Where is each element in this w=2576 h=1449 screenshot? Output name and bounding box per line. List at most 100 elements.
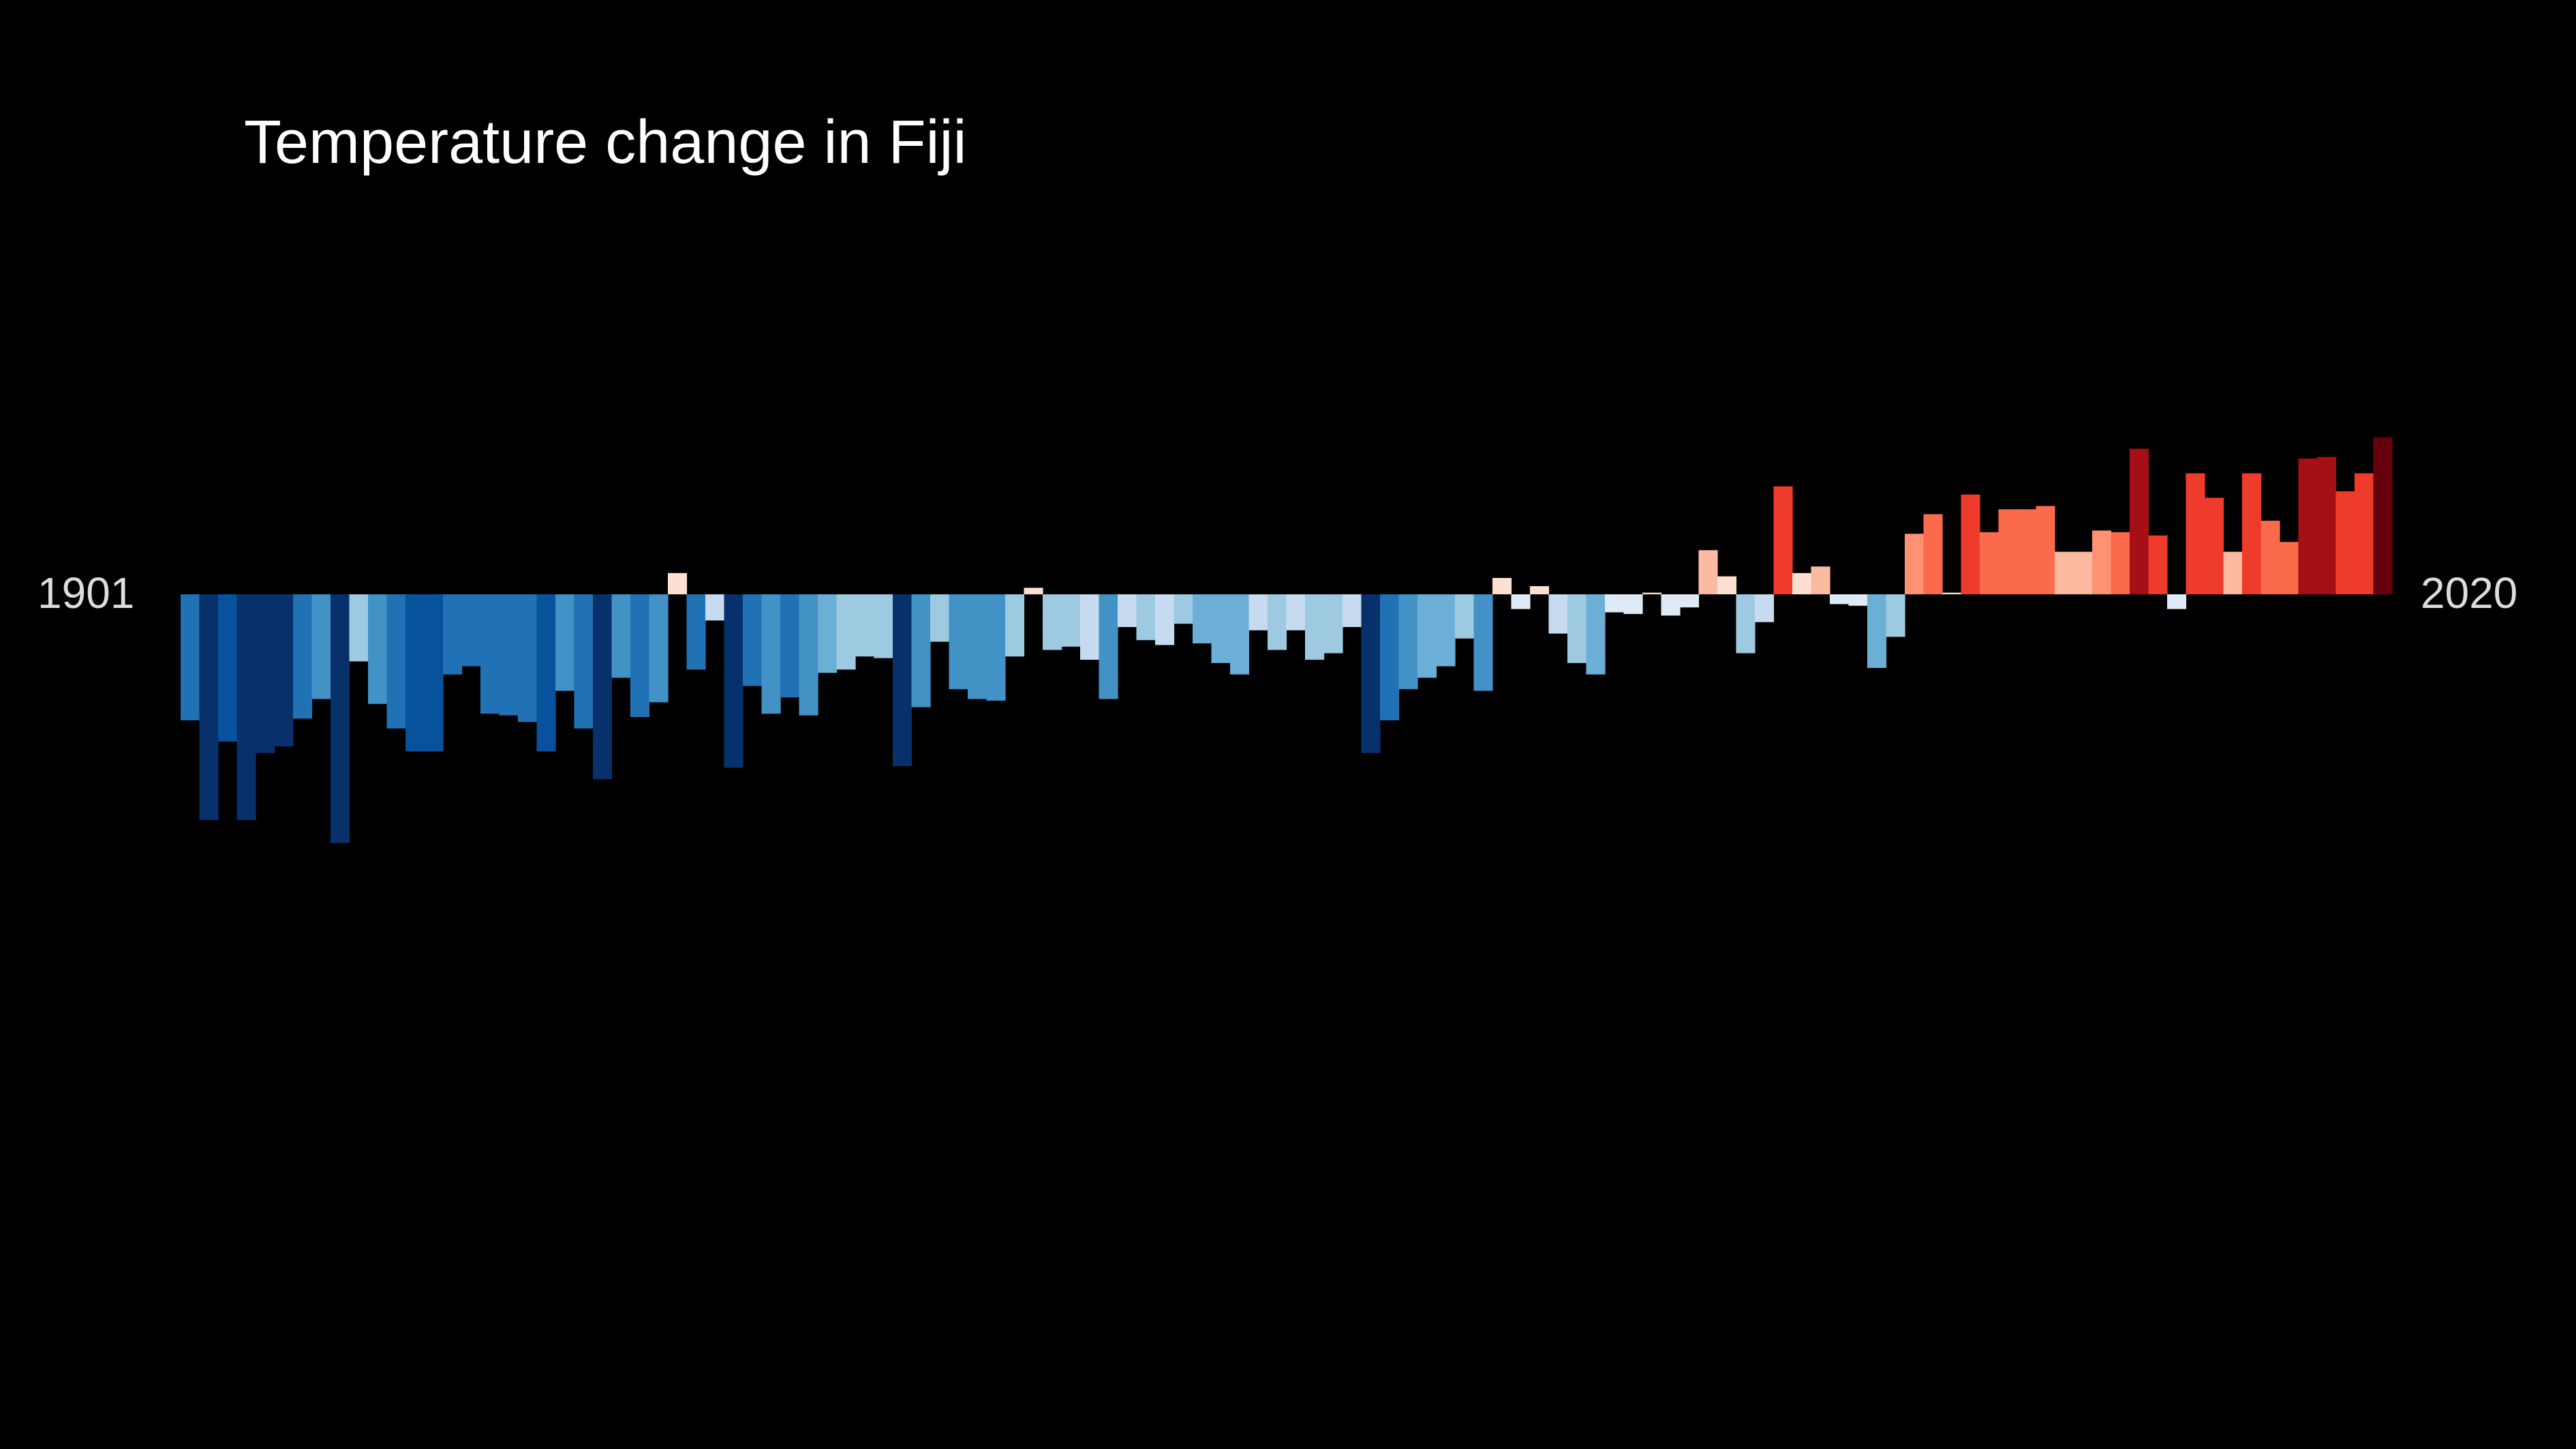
bar-2001 [2055, 551, 2074, 594]
bar-2008 [2186, 473, 2205, 594]
bar-2016 [2335, 491, 2355, 594]
bar-1945 [1005, 594, 1025, 657]
bar-2004 [2111, 532, 2130, 594]
bar-1986 [1773, 486, 1793, 594]
bar-1942 [949, 594, 968, 690]
bar-1925 [630, 594, 650, 717]
bar-1983 [1717, 576, 1737, 594]
bar-1996 [1961, 494, 1980, 594]
bar-1906 [274, 594, 294, 747]
bar-1968 [1436, 594, 1456, 667]
bar-1907 [293, 594, 313, 719]
bar-1947 [1043, 594, 1062, 650]
bar-1928 [686, 594, 706, 670]
bar-1963 [1343, 594, 1362, 627]
chart-title: Temperature change in Fiji [244, 108, 967, 177]
bar-1917 [480, 594, 500, 714]
bar-1903 [218, 594, 238, 742]
bar-1905 [256, 594, 275, 753]
bar-1914 [424, 594, 444, 752]
bar-1949 [1080, 594, 1100, 660]
bar-1965 [1380, 594, 1400, 720]
bar-1910 [349, 594, 369, 662]
bar-1904 [236, 594, 256, 821]
bar-2018 [2373, 437, 2393, 594]
bar-1912 [386, 594, 406, 729]
bar-1919 [518, 594, 538, 722]
bar-1999 [2017, 509, 2037, 594]
bar-1951 [1118, 594, 1137, 627]
bar-1967 [1417, 594, 1437, 678]
bar-1953 [1155, 594, 1175, 645]
bar-1964 [1361, 594, 1381, 753]
start-year-label: 1901 [37, 568, 135, 617]
bar-1973 [1530, 586, 1550, 594]
bar-2003 [2092, 530, 2112, 594]
bar-1995 [1942, 592, 1962, 594]
bar-1926 [649, 594, 669, 703]
bar-1997 [1980, 532, 1999, 594]
bar-1977 [1605, 594, 1625, 613]
bar-1988 [1811, 566, 1830, 594]
bar-1952 [1136, 594, 1156, 641]
bar-1962 [1323, 594, 1343, 654]
bar-1931 [743, 594, 763, 686]
bar-1908 [311, 594, 331, 699]
bar-1940 [911, 594, 931, 707]
bar-1990 [1848, 594, 1868, 606]
bar-1957 [1230, 594, 1250, 675]
bar-2014 [2298, 458, 2318, 594]
bar-2007 [2167, 594, 2187, 609]
bar-1955 [1193, 594, 1212, 643]
bar-1921 [555, 594, 575, 691]
bar-1981 [1680, 594, 1700, 608]
bar-1939 [893, 594, 913, 766]
bar-1934 [799, 594, 818, 716]
bar-1998 [1998, 509, 2018, 594]
bar-1924 [611, 594, 631, 678]
bar-1993 [1905, 534, 1925, 594]
bar-1911 [368, 594, 388, 704]
bar-1920 [536, 594, 556, 752]
bar-2017 [2355, 473, 2374, 594]
bar-1987 [1792, 573, 1812, 594]
bar-1938 [874, 594, 893, 658]
bar-1982 [1698, 550, 1718, 594]
bar-1991 [1867, 594, 1887, 668]
bar-1979 [1642, 592, 1662, 594]
bar-2010 [2223, 551, 2243, 594]
bar-1985 [1755, 594, 1775, 622]
bar-1971 [1492, 578, 1512, 594]
bar-2012 [2260, 521, 2280, 594]
bar-2011 [2242, 473, 2262, 594]
bar-1902 [199, 594, 219, 821]
bar-1927 [668, 573, 688, 594]
bar-2005 [2130, 448, 2149, 594]
bar-1974 [1548, 594, 1568, 634]
bar-1922 [574, 594, 594, 729]
bar-1944 [986, 594, 1006, 701]
bar-2000 [2036, 506, 2055, 594]
bar-1959 [1268, 594, 1287, 650]
bar-1961 [1305, 594, 1325, 660]
bar-1969 [1455, 594, 1475, 639]
bar-2006 [2148, 535, 2168, 594]
bar-1909 [331, 594, 350, 843]
bar-1923 [593, 594, 613, 780]
bar-1941 [930, 594, 950, 642]
bar-1966 [1398, 594, 1418, 690]
bar-1937 [855, 594, 875, 657]
bar-1946 [1024, 588, 1043, 594]
bar-1918 [499, 594, 519, 716]
bar-1935 [818, 594, 838, 673]
bar-1915 [443, 594, 463, 675]
bar-2009 [2205, 498, 2224, 594]
bar-1950 [1099, 594, 1118, 699]
bar-2002 [2073, 551, 2093, 594]
bar-1933 [780, 594, 800, 698]
bar-1972 [1511, 594, 1531, 609]
bar-1956 [1211, 594, 1231, 663]
bar-1943 [968, 594, 987, 699]
